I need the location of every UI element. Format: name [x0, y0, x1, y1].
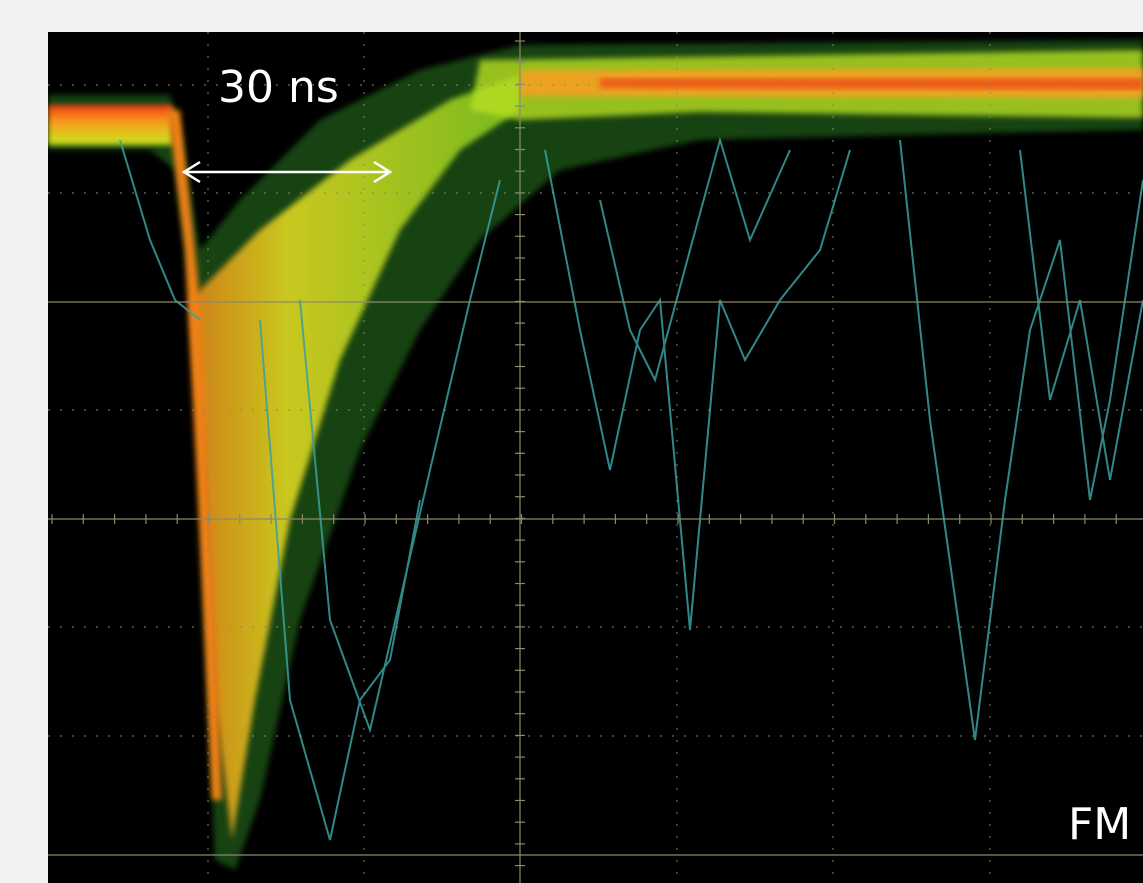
- annotation: 30 ns: [218, 62, 339, 113]
- center-ticks: [51, 40, 1117, 867]
- corner-label: FM: [1068, 799, 1131, 850]
- traces: [48, 32, 1143, 883]
- time-arrow: [181, 160, 393, 184]
- graticule: [48, 32, 1143, 883]
